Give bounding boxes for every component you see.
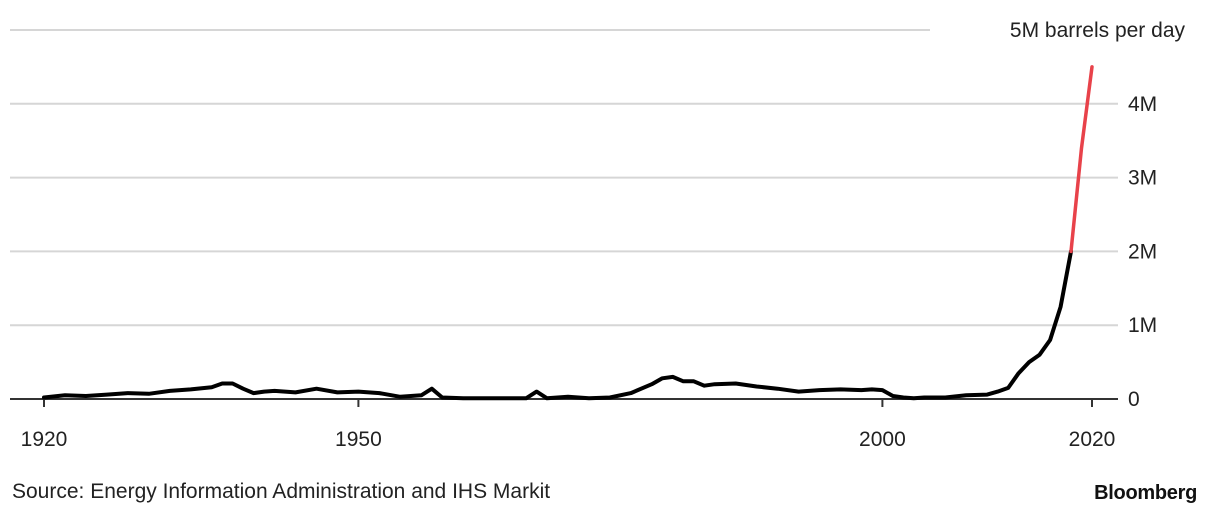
x-tick-label: 1920 [21,428,68,451]
y-tick-label: 2M [1128,240,1157,263]
x-axis: 1920 1950 2000 2020 [10,398,1118,451]
y-tick-label: 3M [1128,167,1157,190]
y-tick-label: 1M [1128,314,1157,337]
brand-logo: Bloomberg [1094,482,1197,504]
x-tick-label: 2020 [1069,428,1116,451]
series-line-historical [42,249,1073,401]
x-tick-label: 2000 [859,428,906,451]
x-tick-label: 1950 [335,428,382,451]
series-line-projection [1069,65,1094,254]
y-tick-label: 0 [1128,388,1140,411]
line-chart: 0 1M 2M 3M 4M 5M barrels per day 1920 1950 2000… [10,19,1186,451]
y-axis-ticks: 0 1M 2M 3M 4M 5M barrels per day [1010,19,1186,411]
y-tick-label: 4M [1128,93,1157,116]
series-lines [42,65,1094,401]
y-tick-label: 5M barrels per day [1010,19,1186,42]
gridlines [10,29,1118,327]
source-note: Source: Energy Information Administratio… [12,480,551,503]
